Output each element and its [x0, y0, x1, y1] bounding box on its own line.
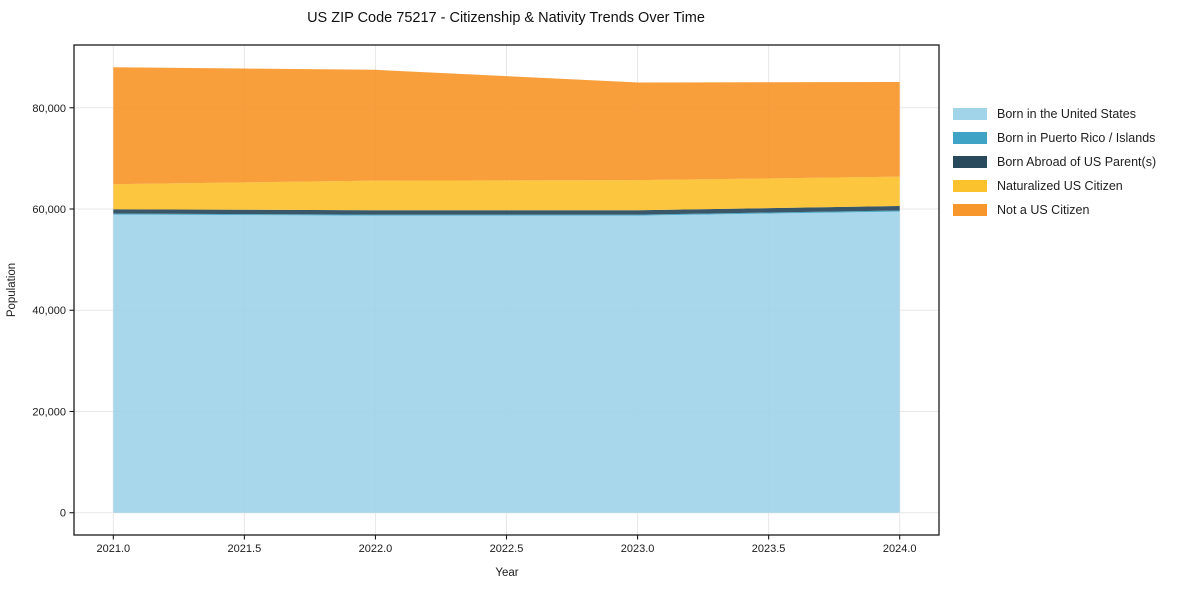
legend-swatch-naturalized-us-citizen	[953, 180, 987, 192]
x-axis-label: Year	[495, 567, 518, 579]
y-axis-label: Population	[6, 263, 18, 317]
legend-item-born-abroad-of-us-parent-s: Born Abroad of US Parent(s)	[953, 150, 1156, 174]
y-tick-label: 40,000	[32, 305, 66, 317]
x-tick-label: 2024.0	[883, 543, 917, 555]
legend-swatch-born-abroad-of-us-parent-s	[953, 156, 987, 168]
legend-item-born-in-the-united-states: Born in the United States	[953, 102, 1156, 126]
x-tick-label: 2022.5	[490, 543, 524, 555]
legend: Born in the United States Born in Puerto …	[953, 102, 1156, 222]
area-not-a-us-citizen	[113, 67, 900, 185]
area-series	[113, 67, 900, 513]
legend-label: Not a US Citizen	[997, 202, 1090, 217]
legend-item-not-a-us-citizen: Not a US Citizen	[953, 198, 1156, 222]
legend-swatch-not-a-us-citizen	[953, 204, 987, 216]
area-born-in-puerto-rico-islands	[113, 210, 900, 216]
area-naturalized-us-citizen	[113, 176, 900, 211]
legend-item-born-in-puerto-rico-islands: Born in Puerto Rico / Islands	[953, 126, 1156, 150]
chart-title: US ZIP Code 75217 - Citizenship & Nativi…	[307, 10, 705, 26]
x-tick-label: 2021.5	[228, 543, 262, 555]
legend-label: Born in the United States	[997, 106, 1136, 121]
legend-label: Naturalized US Citizen	[997, 178, 1123, 193]
legend-label: Born in Puerto Rico / Islands	[997, 130, 1156, 145]
x-tick-label: 2021.0	[96, 543, 130, 555]
y-tick-label: 80,000	[32, 103, 66, 115]
y-tick-label: 20,000	[32, 406, 66, 418]
area-born-in-the-united-states	[113, 211, 900, 513]
legend-label: Born Abroad of US Parent(s)	[997, 154, 1157, 169]
x-tick-label: 2023.0	[621, 543, 655, 555]
x-tick-label: 2022.0	[359, 543, 393, 555]
axis-ticks	[69, 107, 901, 540]
x-tick-label: 2023.5	[752, 543, 786, 555]
y-tick-label: 60,000	[32, 204, 66, 216]
legend-swatch-born-in-the-united-states	[953, 108, 987, 120]
legend-item-naturalized-us-citizen: Naturalized US Citizen	[953, 174, 1156, 198]
axis-tick-labels: 2021.0 2021.5 2022.0 2022.5 2023.0 2023.5 2024…	[32, 103, 916, 555]
y-tick-label: 0	[60, 508, 66, 520]
legend-swatch-born-in-puerto-rico-islands	[953, 132, 987, 144]
